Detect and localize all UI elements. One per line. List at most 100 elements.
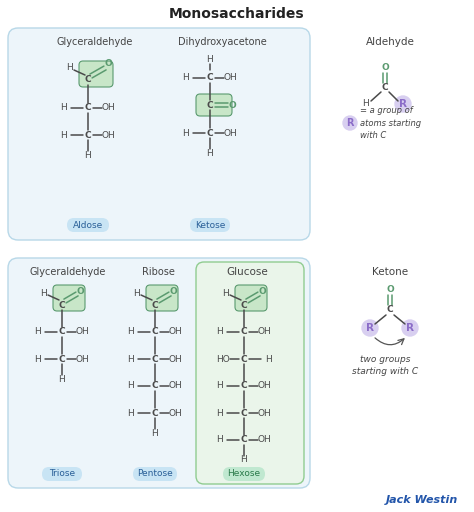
- Text: Jack Westin: Jack Westin: [386, 495, 458, 505]
- FancyBboxPatch shape: [8, 258, 310, 488]
- Text: Glyceraldehyde: Glyceraldehyde: [57, 37, 133, 47]
- Text: C: C: [152, 328, 158, 336]
- Text: = a group of
atoms starting
with C: = a group of atoms starting with C: [360, 106, 421, 140]
- Text: H: H: [127, 328, 134, 336]
- Text: O: O: [169, 287, 177, 295]
- Text: H: H: [265, 354, 272, 364]
- Text: C: C: [241, 301, 247, 309]
- Text: C: C: [152, 409, 158, 417]
- Text: C: C: [241, 409, 247, 417]
- Text: H: H: [59, 374, 65, 383]
- Text: R: R: [406, 323, 414, 333]
- FancyBboxPatch shape: [146, 285, 178, 311]
- Text: C: C: [382, 83, 388, 93]
- Text: C: C: [152, 301, 158, 309]
- Text: Triose: Triose: [49, 470, 75, 479]
- Text: H: H: [182, 129, 189, 138]
- Text: C: C: [207, 100, 213, 110]
- FancyBboxPatch shape: [223, 467, 265, 481]
- Circle shape: [343, 116, 357, 130]
- Text: H: H: [127, 409, 134, 417]
- Text: OH: OH: [224, 74, 238, 82]
- Text: Glyceraldehyde: Glyceraldehyde: [30, 267, 106, 277]
- Text: H: H: [60, 103, 67, 113]
- Text: H: H: [41, 288, 47, 297]
- Text: C: C: [59, 301, 65, 309]
- Text: H: H: [67, 63, 73, 73]
- Text: H: H: [127, 381, 134, 391]
- Text: H: H: [134, 288, 140, 297]
- Text: C: C: [241, 436, 247, 444]
- Text: O: O: [228, 100, 236, 110]
- Text: H: H: [216, 381, 223, 391]
- Text: R: R: [346, 118, 354, 128]
- Text: C: C: [85, 75, 91, 84]
- Text: H: H: [85, 151, 91, 160]
- FancyBboxPatch shape: [53, 285, 85, 311]
- FancyBboxPatch shape: [8, 28, 310, 240]
- Text: H: H: [207, 55, 213, 65]
- Text: R: R: [366, 323, 374, 333]
- Text: H: H: [127, 354, 134, 364]
- Text: H: H: [363, 99, 369, 109]
- Circle shape: [362, 320, 378, 336]
- FancyBboxPatch shape: [196, 262, 304, 484]
- Text: C: C: [59, 328, 65, 336]
- Text: Glucose: Glucose: [226, 267, 268, 277]
- Text: two groups
starting with C: two groups starting with C: [352, 355, 418, 376]
- FancyBboxPatch shape: [42, 467, 82, 481]
- Text: C: C: [207, 74, 213, 82]
- FancyBboxPatch shape: [79, 61, 113, 87]
- FancyBboxPatch shape: [235, 285, 267, 311]
- Text: OH: OH: [258, 436, 272, 444]
- Text: C: C: [241, 354, 247, 364]
- Circle shape: [402, 320, 418, 336]
- Text: C: C: [85, 131, 91, 139]
- Text: C: C: [85, 103, 91, 113]
- Text: H: H: [207, 148, 213, 158]
- Text: Dihydroxyacetone: Dihydroxyacetone: [178, 37, 266, 47]
- Text: HO: HO: [216, 354, 230, 364]
- Text: Hexose: Hexose: [228, 470, 261, 479]
- Text: Aldose: Aldose: [73, 221, 103, 229]
- FancyBboxPatch shape: [190, 218, 230, 232]
- Text: OH: OH: [169, 354, 183, 364]
- Text: Monosaccharides: Monosaccharides: [169, 7, 305, 21]
- Text: C: C: [387, 306, 393, 314]
- FancyBboxPatch shape: [67, 218, 109, 232]
- Text: Aldehyde: Aldehyde: [365, 37, 414, 47]
- Text: OH: OH: [169, 381, 183, 391]
- Text: OH: OH: [224, 129, 238, 138]
- Text: OH: OH: [169, 409, 183, 417]
- FancyBboxPatch shape: [133, 467, 177, 481]
- Text: H: H: [216, 436, 223, 444]
- Text: H: H: [60, 131, 67, 139]
- Text: OH: OH: [258, 328, 272, 336]
- Text: C: C: [241, 381, 247, 391]
- Text: C: C: [152, 354, 158, 364]
- Text: O: O: [258, 287, 266, 295]
- Text: O: O: [386, 286, 394, 294]
- Text: O: O: [104, 59, 112, 69]
- Circle shape: [395, 96, 411, 112]
- Text: C: C: [152, 381, 158, 391]
- Text: Ribose: Ribose: [142, 267, 174, 277]
- Text: R: R: [399, 99, 407, 109]
- Text: H: H: [152, 429, 158, 437]
- Text: C: C: [241, 328, 247, 336]
- Text: OH: OH: [169, 328, 183, 336]
- Text: H: H: [241, 456, 247, 464]
- Text: OH: OH: [258, 409, 272, 417]
- Text: O: O: [381, 63, 389, 73]
- FancyBboxPatch shape: [196, 94, 232, 116]
- Text: OH: OH: [76, 328, 90, 336]
- Text: H: H: [216, 409, 223, 417]
- Text: OH: OH: [258, 381, 272, 391]
- Text: C: C: [207, 129, 213, 138]
- Text: OH: OH: [102, 131, 116, 139]
- Text: H: H: [223, 288, 229, 297]
- Text: C: C: [59, 354, 65, 364]
- Text: OH: OH: [102, 103, 116, 113]
- Text: H: H: [34, 328, 41, 336]
- Text: Ketose: Ketose: [195, 221, 225, 229]
